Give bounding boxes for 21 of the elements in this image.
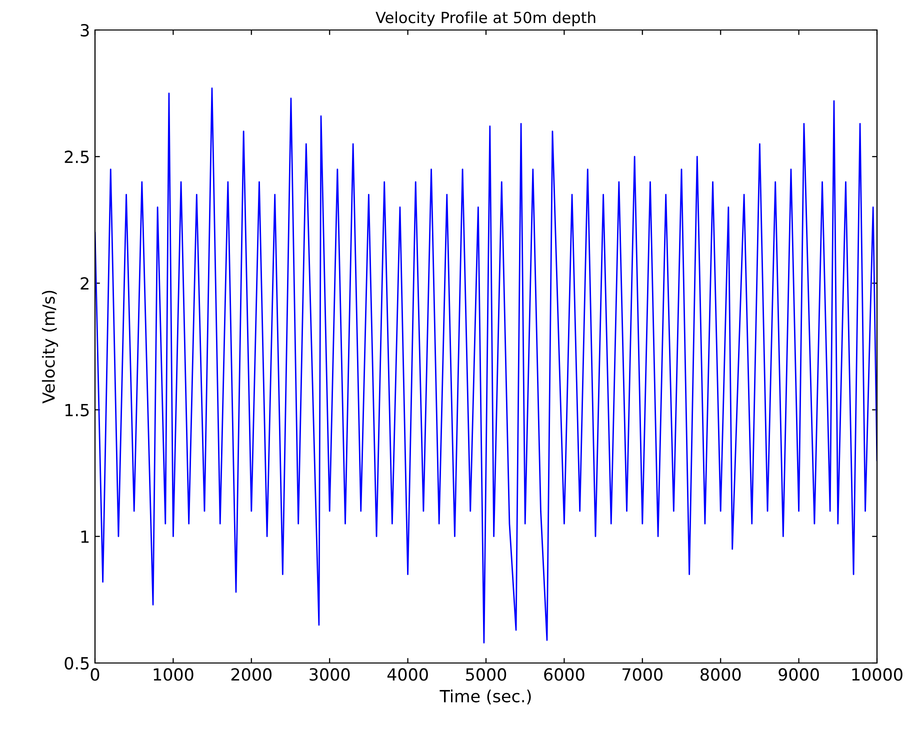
x-tick-label: 2000 <box>231 668 272 681</box>
y-tick-label: 0.5 <box>64 656 89 670</box>
y-tick-label: 1.5 <box>65 404 89 416</box>
x-tick-label: 9000 <box>778 668 819 681</box>
x-tick-label: 7000 <box>622 668 662 681</box>
y-tick-label: 3 <box>80 24 89 37</box>
y-tick-label: 2.5 <box>64 150 89 164</box>
y-tick-label: 2 <box>80 277 88 290</box>
x-tick-label: 10000 <box>852 668 902 681</box>
x-tick-label: 5000 <box>466 668 506 681</box>
x-axis-title: Time (sec.) <box>440 690 531 704</box>
x-tick-label: 4000 <box>387 668 428 681</box>
x-tick-label: 3000 <box>310 668 350 681</box>
chart-title: Velocity Profile at 50m depth <box>376 11 596 26</box>
x-tick-label: 1000 <box>154 668 194 681</box>
x-tick-label: 6000 <box>544 668 584 681</box>
x-tick-label: 8000 <box>700 668 741 681</box>
y-axis-title: Velocity (m/s) <box>42 290 58 404</box>
y-tick-label: 1 <box>81 530 89 543</box>
x-tick-label: 0 <box>90 668 100 681</box>
line-series <box>95 88 877 644</box>
